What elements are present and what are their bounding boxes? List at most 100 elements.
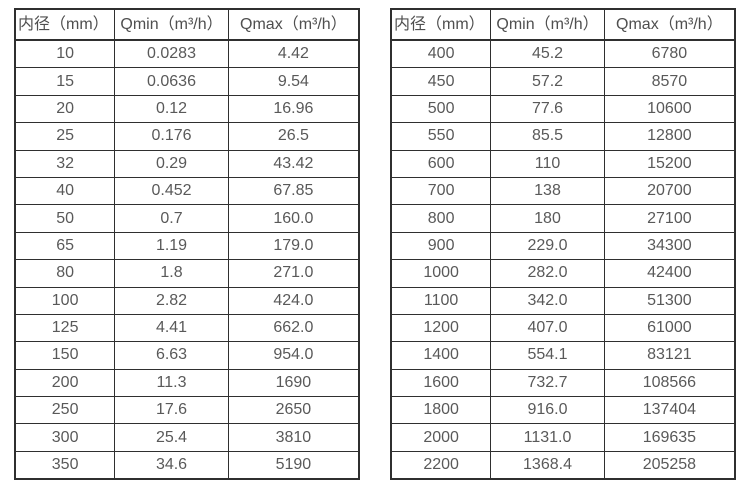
table-cell: 80 xyxy=(14,259,116,288)
table-row: 550 85.5 12800 xyxy=(390,122,736,151)
table-cell: 110 xyxy=(490,149,605,178)
table-cell: 137404 xyxy=(603,396,736,425)
column-header-1: Qmin（m³/h） xyxy=(490,8,605,41)
table-row: 350 34.6 5190 xyxy=(14,450,360,480)
table-cell: 45.2 xyxy=(490,39,605,69)
table-cell: 12800 xyxy=(603,122,736,151)
table-cell: 282.0 xyxy=(490,259,605,288)
table-row: 125 4.41 662.0 xyxy=(14,313,360,343)
table-cell: 450 xyxy=(390,67,492,96)
table-row: 40 0.452 67.85 xyxy=(14,176,360,206)
table-cell: 1400 xyxy=(390,341,492,370)
table-cell: 500 xyxy=(390,94,492,124)
table-cell: 26.5 xyxy=(227,122,360,151)
table-cell: 85.5 xyxy=(490,122,605,151)
table-cell: 4.42 xyxy=(227,39,360,69)
table-cell: 138 xyxy=(490,176,605,206)
table-cell: 1000 xyxy=(390,259,492,288)
table-row: 20 0.12 16.96 xyxy=(14,94,360,124)
table-cell: 50 xyxy=(14,204,116,233)
table-cell: 25.4 xyxy=(114,423,229,452)
table-cell: 83121 xyxy=(603,341,736,370)
column-header-0: 内径（mm） xyxy=(14,8,116,41)
table-cell: 179.0 xyxy=(227,231,360,261)
table-cell: 9.54 xyxy=(227,67,360,96)
table-cell: 20 xyxy=(14,94,116,124)
table-cell: 342.0 xyxy=(490,286,605,315)
table-cell: 1368.4 xyxy=(490,450,605,480)
table-cell: 205258 xyxy=(603,450,736,480)
table-cell: 2000 xyxy=(390,423,492,452)
table-cell: 6.63 xyxy=(114,341,229,370)
table-cell: 800 xyxy=(390,204,492,233)
table-cell: 4.41 xyxy=(114,313,229,343)
table-row: 15 0.0636 9.54 xyxy=(14,67,360,96)
table-row: 200 11.3 1690 xyxy=(14,368,360,398)
table-cell: 15 xyxy=(14,67,116,96)
table-cell: 0.176 xyxy=(114,122,229,151)
table-cell: 2.82 xyxy=(114,286,229,315)
table-row: 1800 916.0 137404 xyxy=(390,396,736,425)
table-row: 1100 342.0 51300 xyxy=(390,286,736,315)
table-cell: 5190 xyxy=(227,450,360,480)
table-cell: 0.0283 xyxy=(114,39,229,69)
table-cell: 271.0 xyxy=(227,259,360,288)
table-cell: 100 xyxy=(14,286,116,315)
table-row: 10 0.0283 4.42 xyxy=(14,39,360,69)
table-cell: 2200 xyxy=(390,450,492,480)
table-cell: 1.19 xyxy=(114,231,229,261)
table-cell: 34300 xyxy=(603,231,736,261)
table-row: 25 0.176 26.5 xyxy=(14,122,360,151)
table-cell: 1100 xyxy=(390,286,492,315)
table-cell: 1800 xyxy=(390,396,492,425)
table-cell: 0.452 xyxy=(114,176,229,206)
table-row: 250 17.6 2650 xyxy=(14,396,360,425)
table-row: 700 138 20700 xyxy=(390,176,736,206)
table-cell: 40 xyxy=(14,176,116,206)
table-cell: 17.6 xyxy=(114,396,229,425)
table-cell: 65 xyxy=(14,231,116,261)
table-cell: 300 xyxy=(14,423,116,452)
table-row: 65 1.19 179.0 xyxy=(14,231,360,261)
table-cell: 8570 xyxy=(603,67,736,96)
table-cell: 32 xyxy=(14,149,116,178)
table-row: 32 0.29 43.42 xyxy=(14,149,360,178)
table-cell: 0.12 xyxy=(114,94,229,124)
table-cell: 57.2 xyxy=(490,67,605,96)
table-cell: 250 xyxy=(14,396,116,425)
table-cell: 27100 xyxy=(603,204,736,233)
table-cell: 180 xyxy=(490,204,605,233)
table-cell: 150 xyxy=(14,341,116,370)
table-cell: 34.6 xyxy=(114,450,229,480)
table-row: 50 0.7 160.0 xyxy=(14,204,360,233)
table-row: 1000 282.0 42400 xyxy=(390,259,736,288)
table-cell: 6780 xyxy=(603,39,736,69)
column-header-2: Qmax（m³/h） xyxy=(603,8,736,41)
table-cell: 550 xyxy=(390,122,492,151)
table-cell: 229.0 xyxy=(490,231,605,261)
table-cell: 67.85 xyxy=(227,176,360,206)
column-header-1: Qmin（m³/h） xyxy=(114,8,229,41)
table-cell: 400 xyxy=(390,39,492,69)
table-row: 2000 1131.0 169635 xyxy=(390,423,736,452)
table-cell: 554.1 xyxy=(490,341,605,370)
table-cell: 350 xyxy=(14,450,116,480)
table-cell: 61000 xyxy=(603,313,736,343)
table-row: 100 2.82 424.0 xyxy=(14,286,360,315)
table-row: 1400 554.1 83121 xyxy=(390,341,736,370)
table-cell: 1690 xyxy=(227,368,360,398)
table-cell: 916.0 xyxy=(490,396,605,425)
table-cell: 20700 xyxy=(603,176,736,206)
table-cell: 25 xyxy=(14,122,116,151)
table-cell: 1.8 xyxy=(114,259,229,288)
table-cell: 108566 xyxy=(603,368,736,398)
table-cell: 10 xyxy=(14,39,116,69)
table-cell: 424.0 xyxy=(227,286,360,315)
table-cell: 51300 xyxy=(603,286,736,315)
table-row: 1200 407.0 61000 xyxy=(390,313,736,343)
table-cell: 16.96 xyxy=(227,94,360,124)
table-row: 450 57.2 8570 xyxy=(390,67,736,96)
table-row: 800 180 27100 xyxy=(390,204,736,233)
table-cell: 662.0 xyxy=(227,313,360,343)
